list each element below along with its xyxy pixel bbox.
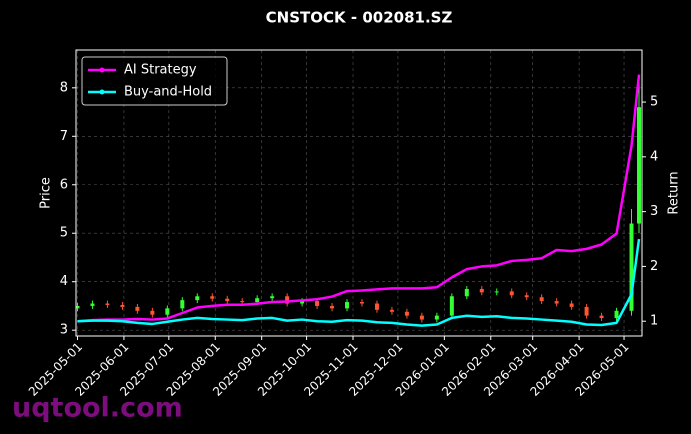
candle-body — [629, 223, 634, 311]
candle-body — [300, 301, 305, 304]
candle-body — [330, 305, 335, 309]
candle-body — [105, 303, 110, 305]
y2-tick-label: 3 — [650, 204, 658, 219]
y2-axis-label: Return — [667, 171, 682, 214]
y2-tick-label: 1 — [650, 314, 658, 329]
candle-body — [165, 308, 170, 315]
y-axis-label: Price — [39, 177, 54, 209]
candle-body — [554, 301, 559, 304]
legend-label: AI Strategy — [124, 63, 197, 78]
y2-tick-label: 5 — [650, 95, 658, 110]
candle-body — [419, 315, 424, 320]
legend: AI Strategy Buy-and-Hold — [81, 56, 228, 106]
candle-body — [315, 301, 320, 306]
legend-marker — [99, 89, 105, 95]
candle-body — [404, 311, 409, 316]
candle-body — [270, 296, 275, 299]
y-tick-label: 4 — [60, 274, 68, 289]
candle-body — [449, 296, 454, 316]
y-tick-label: 5 — [60, 226, 68, 241]
chart-title: CNSTOCK - 002081.SZ — [266, 9, 453, 27]
candle-body — [539, 297, 544, 302]
legend-label: Buy-and-Hold — [124, 85, 212, 100]
candle-body — [509, 291, 514, 296]
y2-tick-label: 2 — [650, 259, 658, 274]
candle-body — [464, 288, 469, 297]
candle-body — [225, 298, 230, 302]
y-tick-label: 7 — [60, 129, 68, 144]
candle-body — [195, 296, 200, 301]
legend-marker — [99, 67, 105, 73]
y2-tick-label: 4 — [650, 149, 658, 164]
return-line — [77, 238, 641, 327]
candle-body — [120, 304, 125, 307]
legend-box — [81, 56, 228, 106]
candle-body — [240, 301, 245, 303]
candle-body — [90, 303, 95, 306]
candle-body — [285, 296, 290, 304]
watermark: uqtool.com — [12, 393, 183, 424]
candle-body — [479, 288, 484, 293]
plot-frame — [75, 49, 643, 337]
candle-body — [135, 306, 140, 311]
y-tick-label: 8 — [60, 80, 68, 95]
candle-body — [374, 303, 379, 310]
candle-body — [180, 300, 185, 309]
candle-body — [494, 291, 499, 293]
candle-body — [524, 295, 529, 298]
candle-body — [345, 302, 350, 309]
candle-body — [584, 306, 589, 316]
candle-body — [75, 305, 80, 309]
candle-body — [599, 315, 604, 319]
return-line — [77, 74, 641, 323]
candle-body — [389, 309, 394, 312]
candle-body — [569, 303, 574, 307]
candle-body — [150, 310, 155, 315]
y-tick-label: 6 — [60, 177, 68, 192]
candle-body — [637, 107, 642, 224]
y-tick-label: 3 — [60, 323, 68, 338]
candle-body — [255, 298, 260, 303]
candle-body — [614, 310, 619, 319]
candle-body — [210, 296, 215, 299]
candle-body — [434, 315, 439, 320]
candle-body — [359, 302, 364, 304]
